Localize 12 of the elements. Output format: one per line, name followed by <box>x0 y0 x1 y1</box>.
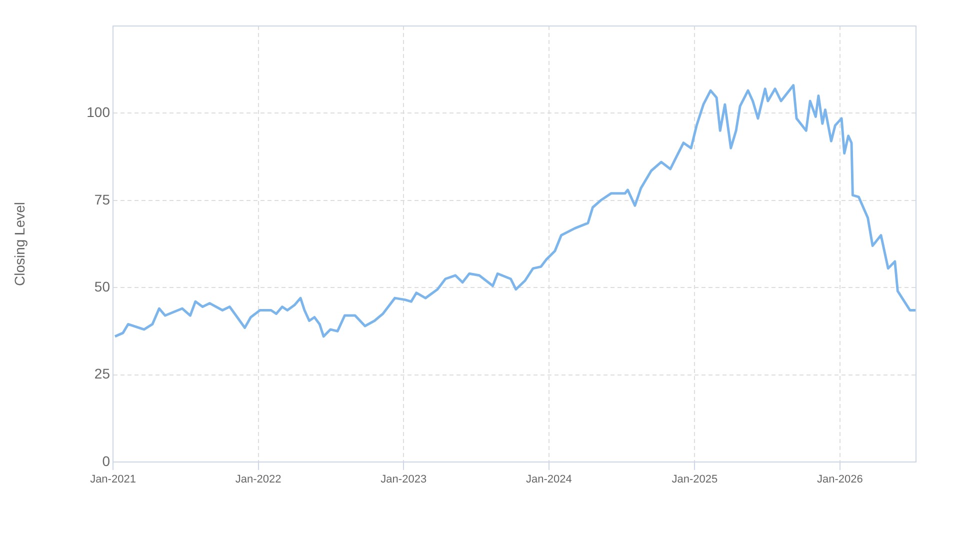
x-tick-label: Jan-2022 <box>235 474 282 486</box>
y-tick-label: 0 <box>102 452 110 469</box>
y-tick-label: 25 <box>94 366 110 382</box>
y-tick-label: 75 <box>94 191 110 208</box>
y-axis-title: Closing Level <box>11 202 28 286</box>
x-tick-label: Jan-2025 <box>672 474 718 486</box>
y-tick-label: 100 <box>86 104 110 120</box>
y-tick-label: 50 <box>94 278 110 294</box>
x-tick-label: Jan-2026 <box>817 474 863 486</box>
x-tick-label: Jan-2021 <box>90 474 136 486</box>
x-tick-label: Jan-2024 <box>526 474 572 486</box>
x-tick-label: Jan-2023 <box>380 474 427 486</box>
